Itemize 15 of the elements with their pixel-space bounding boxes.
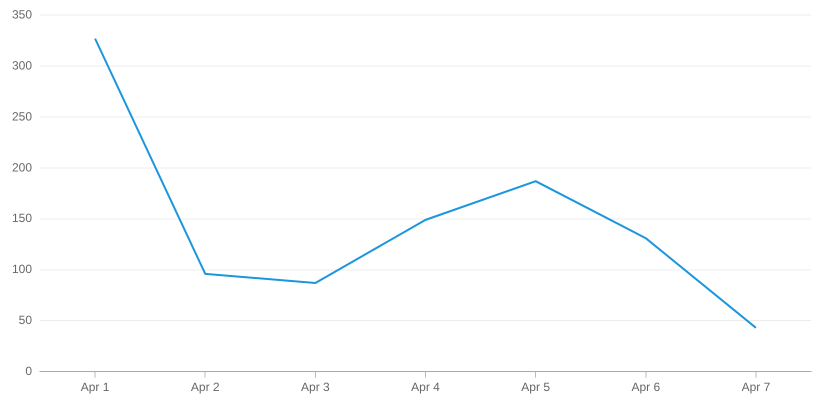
x-tick-label: Apr 6 bbox=[631, 380, 660, 394]
y-tick-label: 200 bbox=[12, 160, 32, 174]
x-tick-label: Apr 3 bbox=[301, 380, 330, 394]
y-tick-label: 250 bbox=[12, 109, 32, 124]
x-tick-label: Apr 2 bbox=[190, 380, 220, 394]
y-tick-label: 0 bbox=[25, 364, 32, 378]
y-tick-label: 100 bbox=[12, 262, 32, 276]
y-tick-label: 50 bbox=[18, 313, 32, 327]
y-tick-label: 350 bbox=[12, 8, 32, 22]
x-tick-label: Apr 5 bbox=[521, 380, 550, 394]
y-tick-label: 150 bbox=[12, 211, 32, 226]
y-tick-label: 300 bbox=[12, 58, 32, 72]
x-tick-label: Apr 4 bbox=[411, 380, 440, 394]
x-tick-label: Apr 1 bbox=[80, 380, 110, 394]
x-tick-label: Apr 7 bbox=[742, 380, 771, 394]
